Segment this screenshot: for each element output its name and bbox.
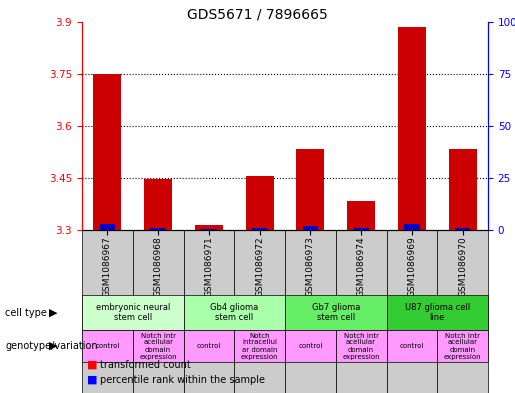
Bar <box>398 27 426 230</box>
Bar <box>347 200 375 230</box>
Bar <box>183 230 234 393</box>
Bar <box>303 226 318 230</box>
Bar <box>404 224 420 230</box>
Text: ■: ■ <box>87 375 98 385</box>
Bar <box>455 228 470 230</box>
Text: cell type: cell type <box>5 307 47 318</box>
Bar <box>449 149 476 230</box>
Text: Notch intr
acellular
domain
expression: Notch intr acellular domain expression <box>444 332 482 360</box>
Text: Gb4 glioma
stem cell: Gb4 glioma stem cell <box>210 303 259 322</box>
Bar <box>386 230 437 393</box>
Bar <box>252 228 267 230</box>
Text: genotype/variation: genotype/variation <box>5 341 98 351</box>
Text: Notch intr
acellular
domain
expression: Notch intr acellular domain expression <box>342 332 380 360</box>
Bar <box>297 149 324 230</box>
Text: control: control <box>95 343 119 349</box>
Text: U87 glioma cell
line: U87 glioma cell line <box>405 303 470 322</box>
Bar <box>353 228 369 230</box>
Text: control: control <box>197 343 221 349</box>
Bar <box>437 230 488 393</box>
Bar <box>150 228 166 230</box>
Text: transformed count: transformed count <box>100 360 191 370</box>
Bar <box>285 230 336 393</box>
Bar <box>144 179 172 230</box>
Bar <box>93 74 122 230</box>
Bar <box>234 230 285 393</box>
Bar <box>336 230 386 393</box>
Text: Notch intr
acellular
domain
expression: Notch intr acellular domain expression <box>140 332 177 360</box>
Text: control: control <box>298 343 322 349</box>
Text: ▶: ▶ <box>49 341 58 351</box>
Text: Gb7 glioma
stem cell: Gb7 glioma stem cell <box>312 303 360 322</box>
Text: ■: ■ <box>87 360 98 370</box>
Text: embryonic neural
stem cell: embryonic neural stem cell <box>96 303 170 322</box>
Bar <box>201 229 216 230</box>
Bar <box>100 224 115 230</box>
Bar <box>82 230 133 393</box>
Text: Notch
intracellul
ar domain
expression: Notch intracellul ar domain expression <box>241 332 279 360</box>
Bar <box>195 225 223 230</box>
Text: percentile rank within the sample: percentile rank within the sample <box>100 375 265 385</box>
Bar <box>133 230 183 393</box>
Text: ▶: ▶ <box>49 307 58 318</box>
Bar <box>246 176 273 230</box>
Text: GDS5671 / 7896665: GDS5671 / 7896665 <box>187 8 328 22</box>
Text: control: control <box>400 343 424 349</box>
